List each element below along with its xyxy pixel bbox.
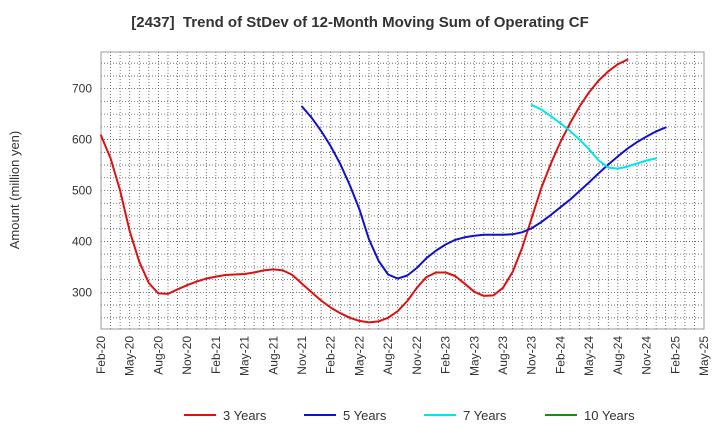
x-tick-label: Feb-23 (439, 336, 453, 374)
x-tick-label: May-25 (697, 336, 711, 376)
y-tick-label: 600 (72, 133, 92, 147)
x-tick-label: Aug-23 (496, 336, 510, 375)
x-tick-label: Nov-21 (295, 336, 309, 375)
x-tick-label: Feb-20 (94, 336, 108, 374)
series-line-7-years (530, 104, 658, 170)
y-tick-label: 700 (72, 82, 92, 96)
legend-label-7-years: 7 Years (463, 408, 507, 423)
legend-label-3-years: 3 Years (223, 408, 267, 423)
y-tick-label: 500 (72, 184, 92, 198)
x-axis: Feb-20 May-20 Aug-20 Nov-20 Feb-21 May-21 Aug-… (94, 336, 711, 376)
legend-label-5-years: 5 Years (343, 408, 387, 423)
x-tick-label: May-22 (352, 336, 366, 376)
x-tick-label: Nov-24 (640, 336, 654, 375)
y-tick-label: 400 (72, 234, 92, 248)
x-tick-label: Aug-21 (266, 336, 280, 375)
x-tick-label: May-23 (467, 336, 481, 376)
legend: 3 Years 5 Years 7 Years 10 Years (184, 408, 635, 423)
x-tick-label: May-24 (582, 336, 596, 376)
x-tick-label: Nov-22 (410, 336, 424, 375)
x-tick-label: Feb-22 (324, 336, 338, 374)
x-tick-label: Feb-24 (553, 336, 567, 374)
grid-lines (101, 52, 704, 329)
x-tick-label: Nov-20 (180, 336, 194, 375)
plot-frame (100, 51, 705, 330)
series-lines (100, 58, 667, 324)
legend-label-10-years: 10 Years (584, 408, 635, 423)
x-tick-label: May-21 (238, 336, 252, 376)
x-tick-label: Aug-20 (151, 336, 165, 375)
series-line-3-years (100, 58, 629, 324)
x-tick-label: Nov-23 (525, 336, 539, 375)
x-tick-label: Feb-25 (668, 336, 682, 374)
y-axis-label: Amount (million yen) (7, 131, 22, 250)
x-tick-label: Feb-21 (209, 336, 223, 374)
chart-title: [2437] Trend of StDev of 12-Month Moving… (131, 14, 589, 31)
x-tick-label: Aug-24 (611, 336, 625, 375)
y-axis: 300 400 500 600 700 (72, 82, 92, 300)
x-tick-label: Aug-22 (381, 336, 395, 375)
x-tick-label: May-20 (123, 336, 137, 376)
y-tick-label: 300 (72, 285, 92, 299)
series-line-5-years (301, 105, 667, 280)
